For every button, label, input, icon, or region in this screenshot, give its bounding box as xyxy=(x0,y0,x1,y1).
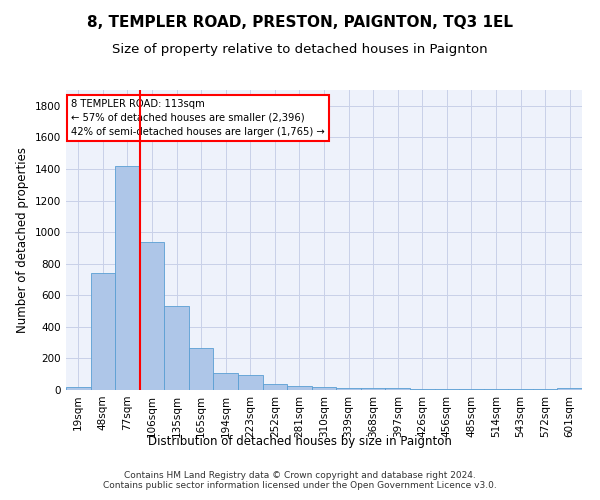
Bar xyxy=(214,374,238,390)
Text: 8 TEMPLER ROAD: 113sqm
← 57% of detached houses are smaller (2,396)
42% of semi-: 8 TEMPLER ROAD: 113sqm ← 57% of detached… xyxy=(71,99,325,137)
Bar xyxy=(238,375,263,390)
Bar xyxy=(459,389,484,390)
Bar xyxy=(91,273,115,390)
Text: Contains HM Land Registry data © Crown copyright and database right 2024.
Contai: Contains HM Land Registry data © Crown c… xyxy=(103,470,497,490)
Bar xyxy=(140,242,164,390)
Bar xyxy=(115,166,140,390)
Bar xyxy=(164,306,189,390)
Bar xyxy=(287,386,312,390)
Bar xyxy=(189,348,214,390)
Bar xyxy=(434,388,459,390)
Text: 8, TEMPLER ROAD, PRESTON, PAIGNTON, TQ3 1EL: 8, TEMPLER ROAD, PRESTON, PAIGNTON, TQ3 … xyxy=(87,15,513,30)
Bar xyxy=(484,389,508,390)
Bar xyxy=(508,389,533,390)
Bar xyxy=(361,388,385,390)
Bar xyxy=(263,384,287,390)
Bar xyxy=(557,388,582,390)
Bar xyxy=(312,387,336,390)
Bar xyxy=(336,388,361,390)
Text: Distribution of detached houses by size in Paignton: Distribution of detached houses by size … xyxy=(148,435,452,448)
Y-axis label: Number of detached properties: Number of detached properties xyxy=(16,147,29,333)
Text: Size of property relative to detached houses in Paignton: Size of property relative to detached ho… xyxy=(112,42,488,56)
Bar xyxy=(410,388,434,390)
Bar xyxy=(66,387,91,390)
Bar xyxy=(533,389,557,390)
Bar xyxy=(385,388,410,390)
